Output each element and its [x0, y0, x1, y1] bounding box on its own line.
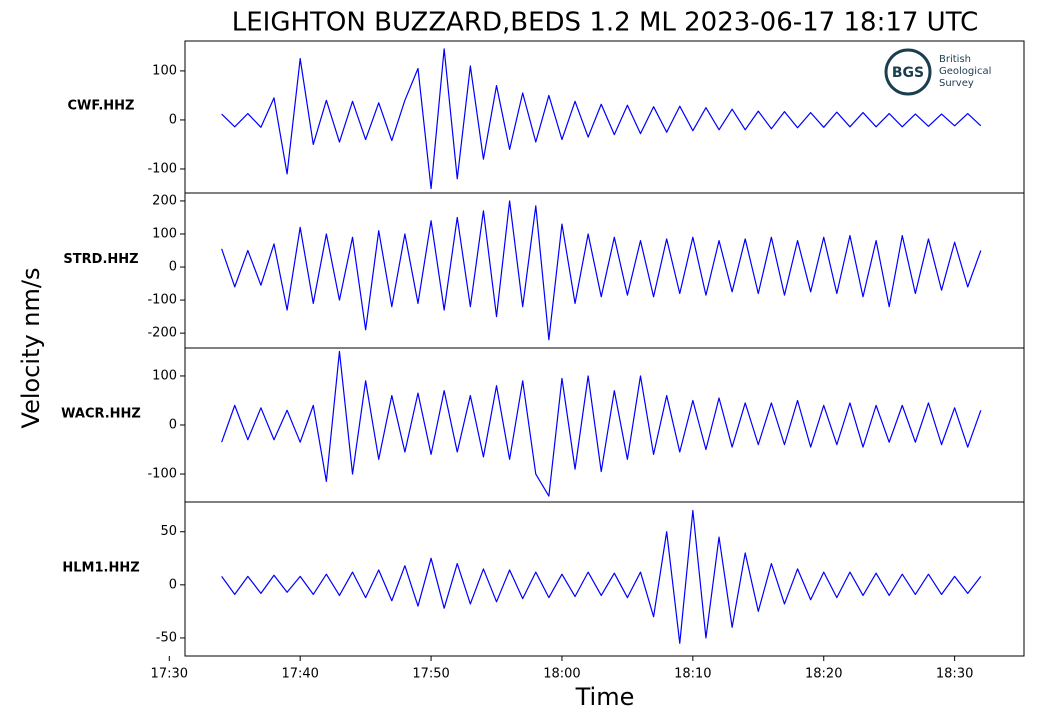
x-tick-label: 18:20	[805, 667, 842, 682]
x-axis-label: Time	[575, 683, 635, 711]
station-label: HLM1.HHZ	[62, 561, 139, 576]
chart-title: LEIGHTON BUZZARD,BEDS 1.2 ML 2023-06-17 …	[232, 8, 978, 38]
y-tick-label: -100	[147, 467, 177, 482]
x-tick-label: 17:50	[412, 667, 449, 682]
waveform	[221, 200, 982, 341]
y-tick-label: -200	[147, 326, 177, 341]
y-tick-label: 0	[169, 112, 177, 127]
y-tick-label: 50	[160, 524, 177, 539]
x-tick-label: 18:30	[936, 667, 973, 682]
y-tick-label: 100	[152, 368, 177, 383]
logo-ring	[884, 48, 932, 96]
station-label: STRD.HHZ	[63, 252, 138, 267]
y-tick-label: -50	[156, 630, 177, 645]
logo: BGS British Geological Survey	[884, 48, 991, 96]
x-tick-label: 18:10	[674, 667, 711, 682]
y-tick-label: 0	[169, 260, 177, 275]
y-tick-label: 100	[152, 63, 177, 78]
y-tick-label: 0	[169, 418, 177, 433]
logo-text: Geological	[939, 66, 991, 77]
panel-frame	[184, 501, 1025, 657]
y-axis-label: Velocity nm/s	[17, 268, 45, 429]
logo-text: Survey	[939, 78, 974, 89]
x-tick-label: 17:40	[281, 667, 318, 682]
y-tick-label: 100	[152, 226, 177, 241]
logo-abbr: BGS	[892, 65, 924, 81]
logo-text: British	[939, 54, 971, 65]
waveform	[221, 48, 982, 190]
y-tick-label: 200	[152, 193, 177, 208]
waveform	[221, 350, 982, 497]
station-label: CWF.HHZ	[68, 99, 135, 114]
x-tick-label: 18:00	[543, 667, 580, 682]
station-label: WACR.HHZ	[61, 407, 141, 422]
y-tick-label: -100	[147, 161, 177, 176]
x-tick-label: 17:30	[151, 667, 188, 682]
y-tick-label: 0	[169, 577, 177, 592]
waveform	[221, 509, 982, 644]
y-tick-label: -100	[147, 293, 177, 308]
